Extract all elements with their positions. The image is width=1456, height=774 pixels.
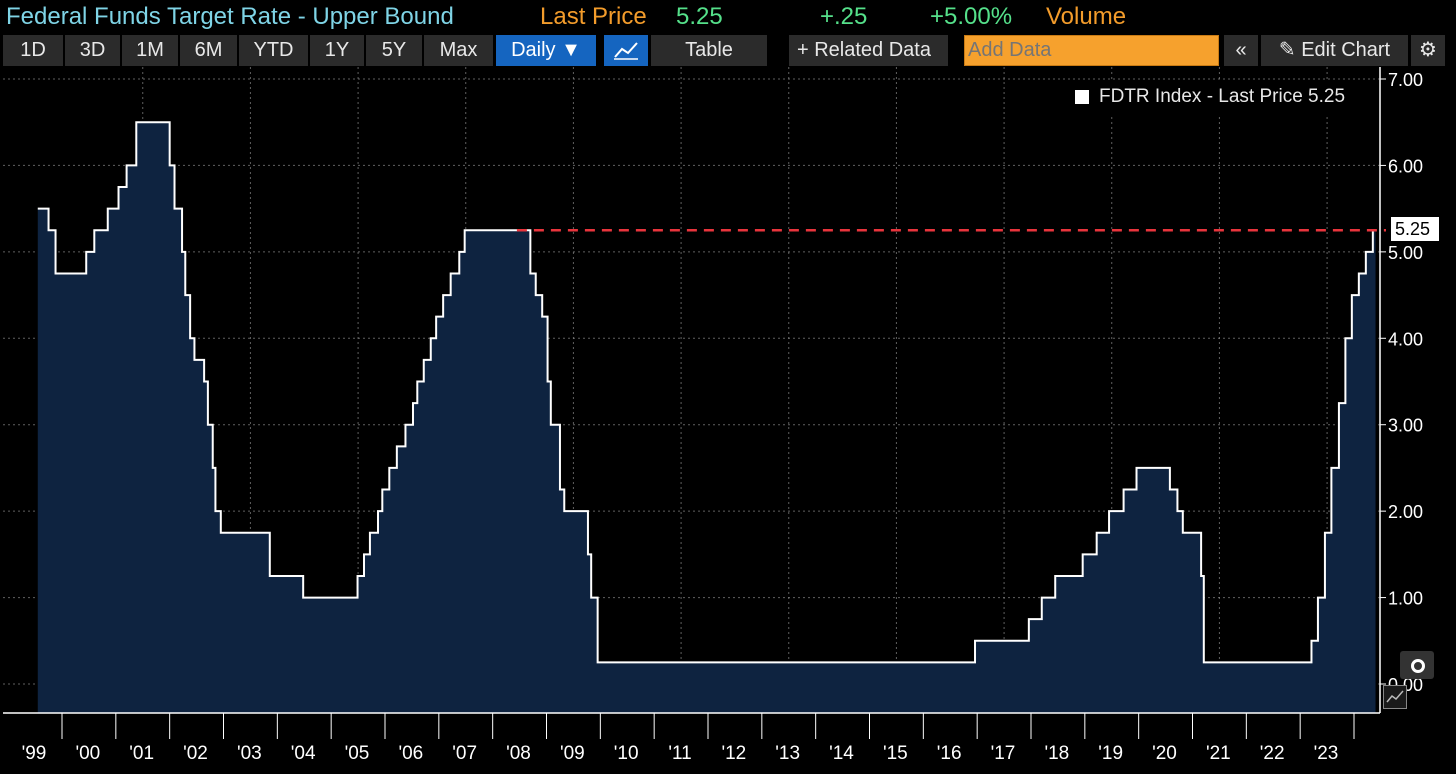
x-tick-label: '06 <box>398 743 423 764</box>
y-tick-label: 1.00 <box>1388 589 1423 609</box>
x-tick-label: '16 <box>937 743 962 764</box>
chart-header: Federal Funds Target Rate - Upper Bound … <box>0 0 1456 34</box>
x-tick-label: '21 <box>1206 743 1231 764</box>
gear-icon[interactable]: ⚙ <box>1411 35 1445 66</box>
x-tick-label: '00 <box>75 743 100 764</box>
x-tick-label: '02 <box>183 743 208 764</box>
net-change: +.25 <box>820 3 868 30</box>
y-tick-label: 6.00 <box>1388 156 1423 176</box>
security-title: Federal Funds Target Rate - Upper Bound <box>6 3 454 30</box>
y-tick-label: 4.00 <box>1388 329 1423 349</box>
last-price-value: 5.25 <box>676 3 723 30</box>
y-tick-label: 3.00 <box>1388 416 1423 436</box>
x-tick-label: '01 <box>129 743 154 764</box>
x-tick-label: '17 <box>991 743 1016 764</box>
series-area <box>37 121 1376 713</box>
period-1y-button[interactable]: 1Y <box>310 35 364 66</box>
x-tick-label: '15 <box>883 743 908 764</box>
x-tick-label: '10 <box>614 743 639 764</box>
period-max-button[interactable]: Max <box>424 35 493 66</box>
volume-label[interactable]: Volume <box>1046 3 1127 30</box>
x-tick-label: '12 <box>721 743 746 764</box>
x-tick-label: '23 <box>1314 743 1339 764</box>
related-data-button[interactable]: + Related Data <box>789 35 948 66</box>
x-tick-label: '22 <box>1260 743 1285 764</box>
x-tick-label: '09 <box>560 743 585 764</box>
y-tick-label: 7.00 <box>1388 70 1423 90</box>
series-fill <box>37 122 1376 713</box>
x-tick-label: '20 <box>1152 743 1177 764</box>
chart-toolbar: 1D 3D 1M 6M YTD 1Y 5Y Max Daily ▼ Table … <box>0 34 1456 67</box>
legend-label: FDTR Index - Last Price 5.25 <box>1099 86 1346 107</box>
x-tick-label: '11 <box>668 743 691 764</box>
x-tick-label: '04 <box>291 743 316 764</box>
x-tick-label: '13 <box>775 743 800 764</box>
x-tick-label: '08 <box>506 743 531 764</box>
line-chart-icon[interactable] <box>604 35 648 66</box>
y-tick-label: 2.00 <box>1388 502 1423 522</box>
x-tick-label: '05 <box>345 743 370 764</box>
y-tick-label: 5.00 <box>1388 243 1423 263</box>
x-tick-label: '99 <box>22 743 47 764</box>
x-tick-label: '19 <box>1098 743 1123 764</box>
axes: 0.001.002.003.004.005.006.007.00'99'00'0… <box>3 67 1423 764</box>
period-6m-button[interactable]: 6M <box>180 35 237 66</box>
rate-chart: 0.001.002.003.004.005.006.007.00'99'00'0… <box>3 67 1423 764</box>
last-price-label: Last Price <box>540 3 647 30</box>
percent-change: +5.00% <box>930 3 1013 30</box>
x-tick-label: '03 <box>237 743 262 764</box>
chart-legend[interactable]: FDTR Index - Last Price 5.25 <box>1063 80 1368 114</box>
period-5y-button[interactable]: 5Y <box>366 35 422 66</box>
period-ytd-button[interactable]: YTD <box>239 35 308 66</box>
chart-nav-button[interactable] <box>1400 651 1434 679</box>
add-data-input[interactable] <box>964 35 1219 66</box>
period-1m-button[interactable]: 1M <box>122 35 178 66</box>
period-3d-button[interactable]: 3D <box>65 35 120 66</box>
x-tick-label: '14 <box>829 743 854 764</box>
series-line <box>37 121 1376 664</box>
x-tick-label: '07 <box>452 743 477 764</box>
frequency-dropdown[interactable]: Daily ▼ <box>496 35 596 66</box>
period-1d-button[interactable]: 1D <box>3 35 63 66</box>
edit-chart-button[interactable]: ✎ Edit Chart <box>1261 35 1408 66</box>
mini-chart-icon[interactable] <box>1383 685 1407 709</box>
x-tick-label: '18 <box>1044 743 1069 764</box>
collapse-icon[interactable]: « <box>1224 35 1258 66</box>
last-value-label: 5.25 <box>1391 217 1439 241</box>
legend-swatch <box>1075 90 1089 104</box>
table-button[interactable]: Table <box>651 35 767 66</box>
